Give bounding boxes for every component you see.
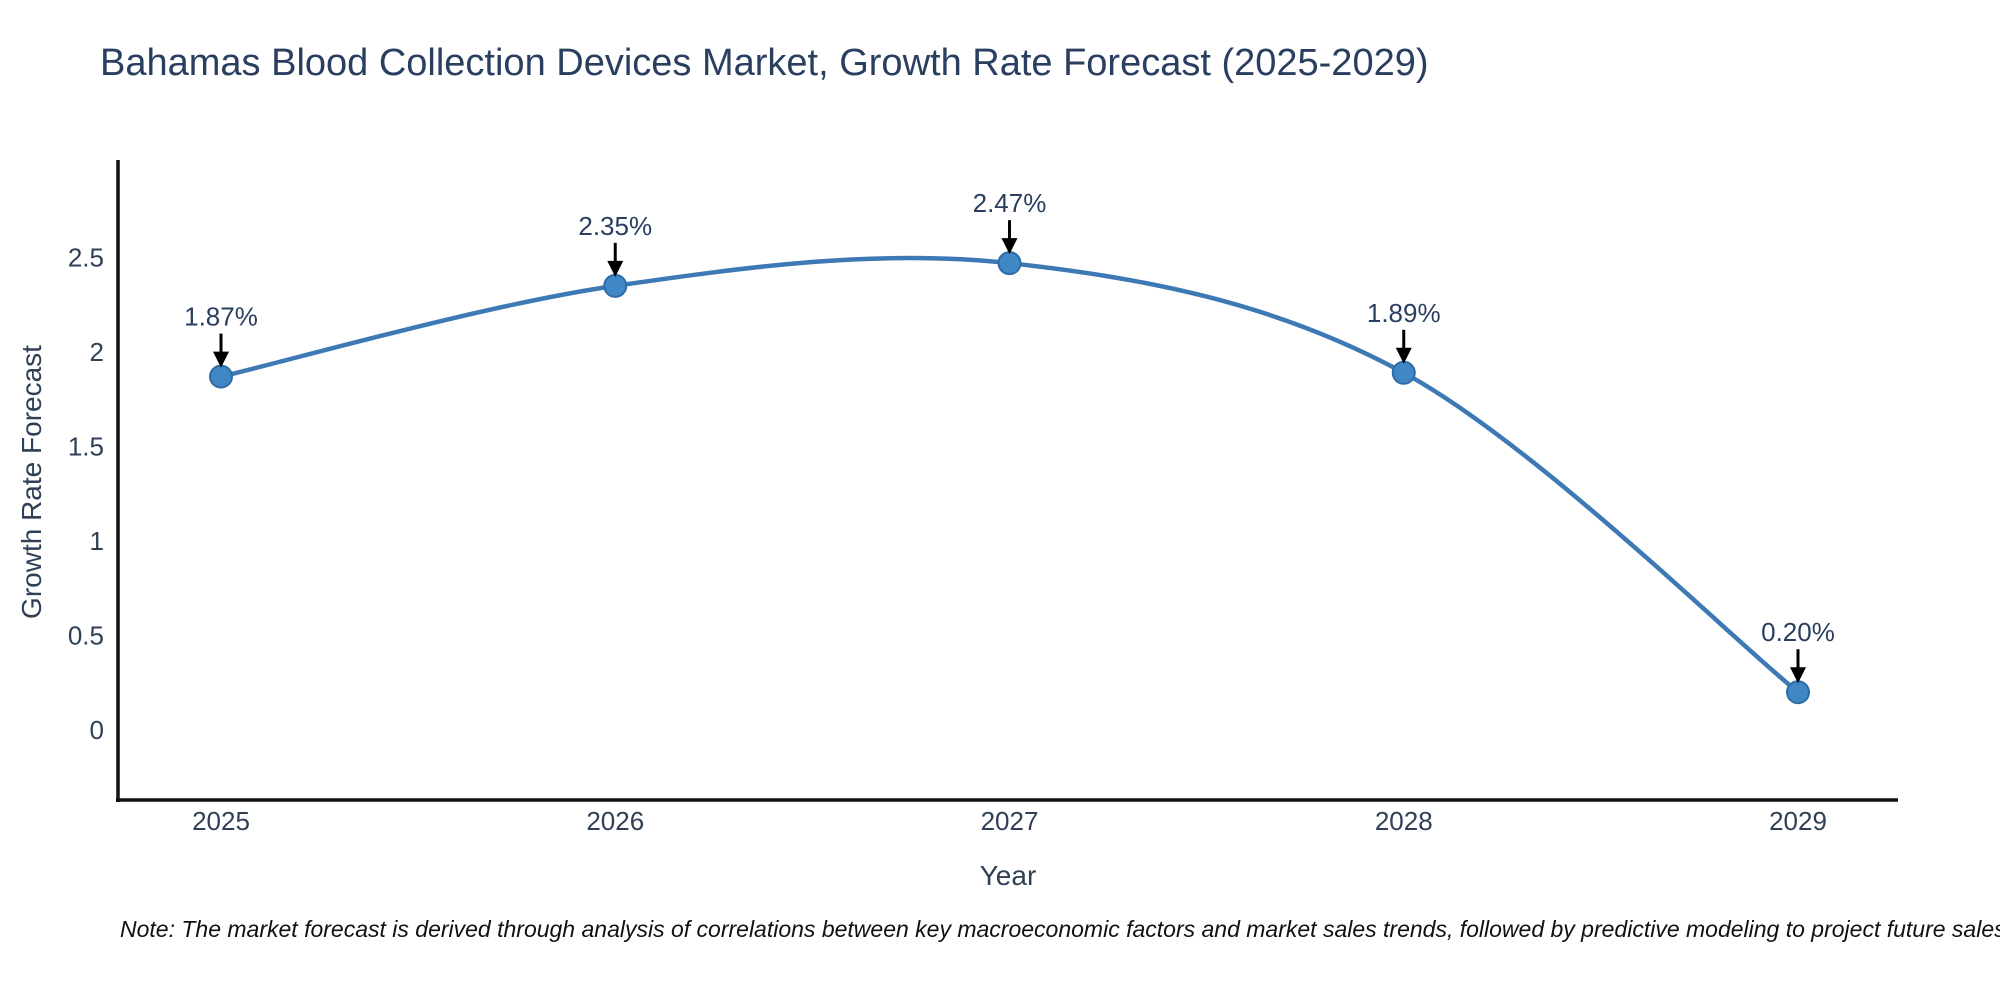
chart-title: Bahamas Blood Collection Devices Market,… — [100, 42, 1429, 84]
data-point-marker — [997, 251, 1022, 276]
annotation-label: 2.47% — [973, 188, 1047, 218]
series-line — [218, 255, 1801, 695]
x-tick-label: 2027 — [981, 806, 1039, 836]
annotation-arrowhead — [213, 351, 229, 368]
data-point-marker — [1786, 680, 1810, 705]
y-tick-label: 0.5 — [68, 621, 104, 651]
annotation-arrowhead — [1790, 667, 1806, 684]
annotation-label: 1.89% — [1367, 298, 1441, 328]
annotation-label: 2.35% — [578, 211, 652, 241]
y-tick-label: 2 — [90, 337, 104, 367]
annotation-label: 0.20% — [1761, 617, 1835, 647]
x-tick-label: 2026 — [586, 806, 644, 836]
data-point-marker — [603, 273, 628, 298]
y-tick-label: 1 — [90, 526, 104, 556]
annotation-arrowhead — [1395, 347, 1412, 364]
annotation-label: 1.87% — [184, 302, 258, 332]
chart-note: Note: The market forecast is derived thr… — [120, 916, 2000, 942]
y-tick-label: 2.5 — [68, 243, 104, 273]
x-tick-label: 2025 — [192, 806, 250, 836]
y-tick-label: 0 — [90, 715, 104, 745]
x-axis-title: Year — [979, 860, 1037, 891]
x-tick-label: 2029 — [1769, 806, 1827, 836]
data-point-marker — [209, 364, 233, 389]
annotation-arrowhead — [607, 260, 624, 277]
x-tick-label: 2028 — [1375, 806, 1433, 836]
data-point-marker — [1391, 360, 1416, 385]
y-axis-title: Growth Rate Forecast — [16, 345, 47, 619]
annotation-arrowhead — [1001, 238, 1018, 255]
y-tick-label: 1.5 — [68, 432, 104, 462]
